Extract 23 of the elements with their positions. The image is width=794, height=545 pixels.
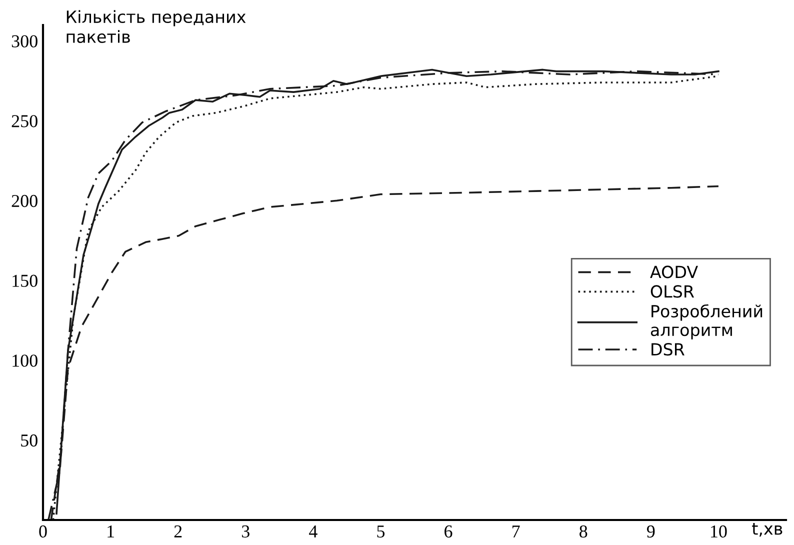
legend-label: Розроблений алгоритм: [650, 304, 762, 340]
x-tick-label: 2: [174, 525, 182, 538]
legend-label: AODV: [650, 266, 698, 278]
y-axis-title: Кількість переданих пакетів: [66, 10, 246, 43]
y-tick-label: 50: [21, 434, 38, 447]
x-tick-label: 1: [108, 525, 114, 538]
x-tick-label: 9: [646, 525, 655, 538]
y-tick-label: 200: [12, 194, 38, 208]
legend-label: DSR: [652, 343, 684, 356]
x-tick-label: 10: [711, 525, 727, 538]
y-tick-label: 250: [12, 115, 38, 128]
x-tick-label: 8: [580, 525, 588, 538]
x-tick-label: 0: [39, 525, 47, 538]
y-tick-label: 150: [12, 274, 38, 287]
x-tick-label: 3: [242, 525, 250, 538]
x-tick-label: 4: [309, 526, 318, 538]
y-tick-label: 100: [12, 354, 38, 367]
x-axis-title: t,хв: [752, 522, 782, 537]
x-tick-label: 5: [377, 526, 385, 538]
x-tick-label: 7: [512, 526, 520, 538]
legend-label: OLSR: [650, 285, 694, 298]
y-tick-label: 300: [12, 35, 38, 48]
x-tick-label: 6: [444, 525, 452, 538]
